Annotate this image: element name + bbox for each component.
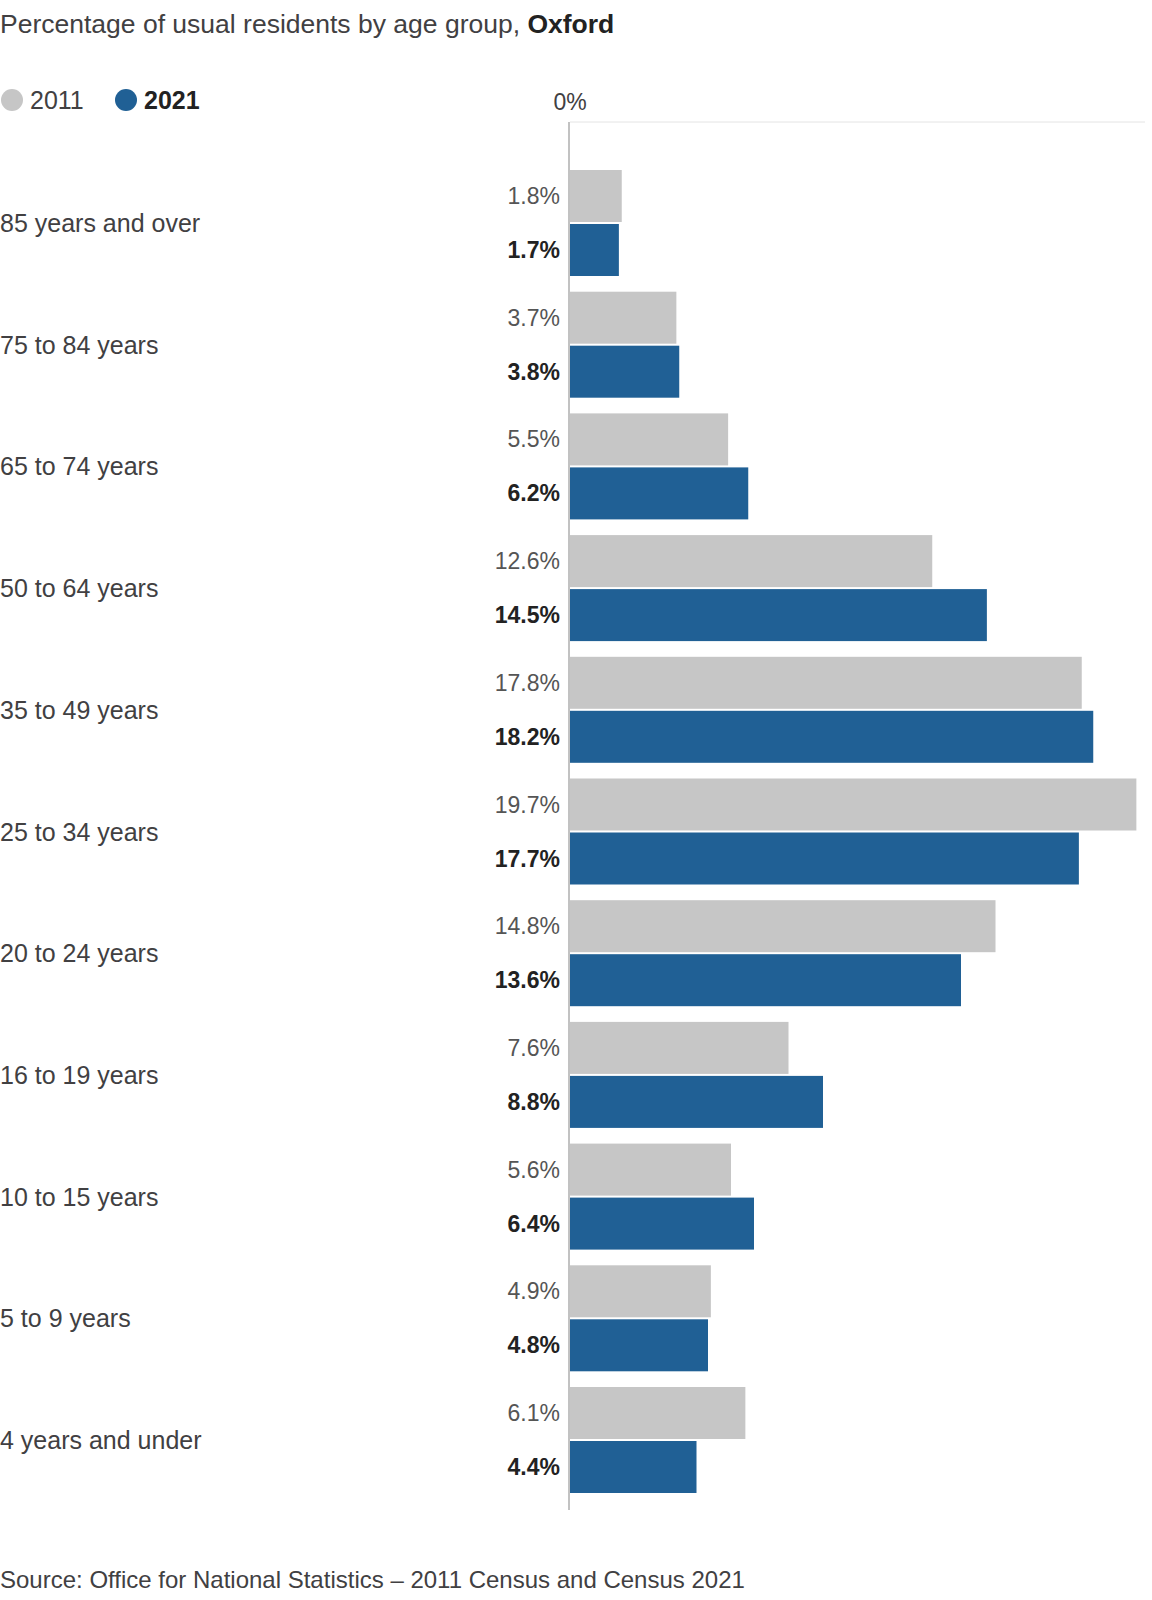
title-part: Oxford xyxy=(527,9,614,39)
bar xyxy=(570,954,961,1006)
title: Percentage of usual residents by age gro… xyxy=(0,9,614,39)
bar xyxy=(570,224,619,276)
category-label: 10 to 15 years xyxy=(0,1183,158,1211)
bar xyxy=(570,589,987,641)
data-label: 6.2% xyxy=(508,480,560,506)
data-label: 19.7% xyxy=(495,792,560,818)
category-label: 16 to 19 years xyxy=(0,1061,158,1089)
data-label: 1.7% xyxy=(508,237,560,263)
source: Source: Office for National Statistics –… xyxy=(0,1566,745,1593)
data-label: 3.7% xyxy=(508,305,560,331)
category-label: 35 to 49 years xyxy=(0,696,158,724)
bar xyxy=(570,292,676,344)
bars xyxy=(570,170,1136,1493)
bar xyxy=(570,535,932,587)
data-label: 5.5% xyxy=(508,426,560,452)
bar xyxy=(570,657,1082,709)
bar xyxy=(570,711,1093,763)
legend-swatch xyxy=(1,89,23,111)
data-label: 4.9% xyxy=(508,1278,560,1304)
data-label: 7.6% xyxy=(508,1035,560,1061)
tick-label: 0% xyxy=(553,89,586,115)
chart: Percentage of usual residents by age gro… xyxy=(0,0,1152,1600)
category-label: 4 years and under xyxy=(0,1426,202,1454)
data-label: 12.6% xyxy=(495,548,560,574)
data-label: 5.6% xyxy=(508,1157,560,1183)
category-label: 85 years and over xyxy=(0,209,200,237)
data-label: 3.8% xyxy=(508,359,560,385)
data-label: 4.4% xyxy=(508,1454,560,1480)
category-label: 5 to 9 years xyxy=(0,1304,131,1332)
bar xyxy=(570,1144,731,1196)
data-label: 14.5% xyxy=(495,602,560,628)
data-label: 13.6% xyxy=(495,967,560,993)
page: {"chart_data": { "type": "bar", "orienta… xyxy=(0,0,1152,1600)
bar xyxy=(570,346,679,398)
data-label: 4.8% xyxy=(508,1332,560,1358)
data-label: 17.8% xyxy=(495,670,560,696)
bar xyxy=(570,779,1136,831)
x-axis-line xyxy=(570,122,1145,123)
legend-label: 2021 xyxy=(144,86,200,114)
bar xyxy=(570,833,1079,885)
legend-item: 2021 xyxy=(115,86,200,114)
bar xyxy=(570,1441,697,1493)
title-part: Percentage of usual residents by age gro… xyxy=(0,9,527,39)
category-label: 25 to 34 years xyxy=(0,818,158,846)
legend-item: 2011 xyxy=(1,86,84,114)
data-label: 14.8% xyxy=(495,913,560,939)
bar xyxy=(570,1265,711,1317)
bar xyxy=(570,170,622,222)
bar xyxy=(570,1319,708,1371)
bar xyxy=(570,1387,745,1439)
data-label: 8.8% xyxy=(508,1089,560,1115)
bar xyxy=(570,467,748,519)
data-label: 18.2% xyxy=(495,724,560,750)
labels: 85 years and over 1.8% 1.7% 75 to 84 years 3… xyxy=(0,183,560,1480)
bar xyxy=(570,1198,754,1250)
zero-line xyxy=(568,122,569,1510)
category-label: 75 to 84 years xyxy=(0,331,158,359)
category-label: 20 to 24 years xyxy=(0,939,158,967)
category-label: 50 to 64 years xyxy=(0,574,158,602)
bar xyxy=(570,900,996,952)
category-label: 65 to 74 years xyxy=(0,452,158,480)
legend-swatch xyxy=(115,89,137,111)
legend-label: 2011 xyxy=(30,86,84,114)
data-label: 6.4% xyxy=(508,1211,560,1237)
data-label: 1.8% xyxy=(508,183,560,209)
bar xyxy=(570,1022,789,1074)
data-label: 6.1% xyxy=(508,1400,560,1426)
bar xyxy=(570,1076,823,1128)
bar xyxy=(570,413,728,465)
data-label: 17.7% xyxy=(495,846,560,872)
